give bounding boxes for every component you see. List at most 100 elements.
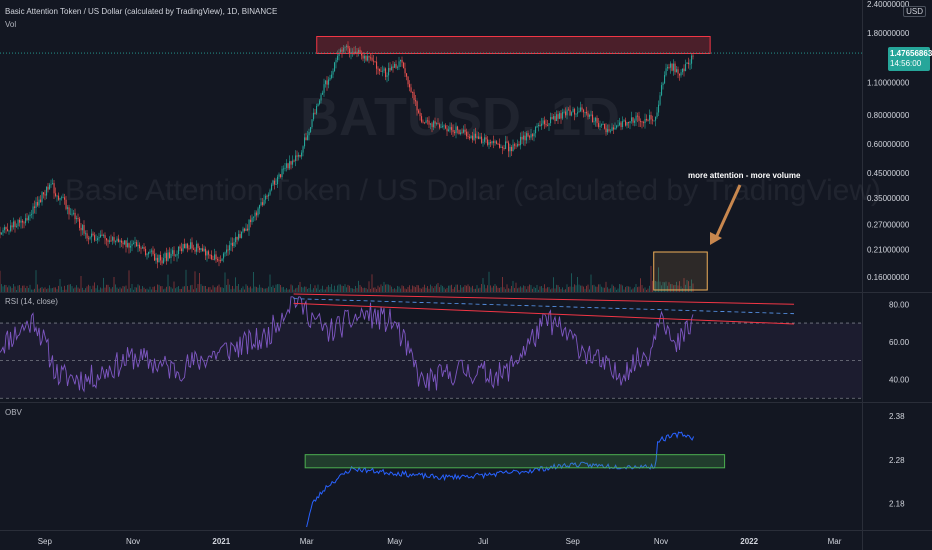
candle-body [335, 59, 337, 63]
candle-body [688, 62, 690, 65]
volume-bar [505, 289, 506, 292]
candle-body [20, 220, 22, 223]
volume-bar [629, 286, 631, 292]
volume-bar [559, 287, 560, 292]
volume-bar [473, 288, 475, 292]
currency-button[interactable]: USD [903, 6, 926, 17]
candle-body [565, 111, 567, 116]
volume-bar [251, 288, 253, 292]
volume-bar [176, 287, 178, 292]
annotation-arrow [713, 184, 742, 241]
candle-body [562, 112, 564, 119]
volume-bar [350, 288, 352, 292]
candle-body [529, 136, 531, 138]
volume-bar [95, 288, 97, 292]
volume-bar [133, 289, 134, 292]
volume-bar [199, 273, 200, 292]
volume-bar [665, 281, 667, 292]
volume-bar [233, 288, 235, 292]
candle-body [88, 238, 90, 240]
volume-bar [98, 289, 100, 292]
volume-bar [464, 285, 466, 292]
candle-body [545, 124, 547, 126]
candle-body [199, 247, 201, 250]
volume-bar [46, 289, 47, 292]
volume-bar [461, 287, 463, 292]
volume-bar [287, 289, 289, 292]
candle-body [445, 125, 447, 129]
candle-body [334, 62, 336, 72]
volume-bar [97, 285, 98, 292]
candle-body [596, 117, 598, 124]
volume-bar [130, 288, 131, 292]
volume-bar [38, 288, 40, 292]
volume-bar [149, 286, 151, 292]
candle-body [206, 251, 208, 256]
candle-body [76, 218, 78, 220]
volume-bar [563, 289, 565, 292]
volume-bar [197, 284, 199, 292]
volume-bar [295, 288, 296, 292]
volume-bar [320, 288, 322, 292]
candle-body [29, 214, 31, 217]
candle-body [209, 254, 211, 256]
candle-body [182, 244, 184, 252]
candle-body [538, 125, 540, 127]
volume-bar [632, 288, 634, 292]
obv-label: OBV [5, 408, 22, 417]
volume-bar [76, 285, 77, 292]
candle-body [476, 136, 478, 138]
candle-body [160, 255, 162, 261]
candle-body [481, 136, 483, 143]
volume-bar [445, 289, 446, 292]
volume-bar [211, 289, 212, 292]
volume-bar [226, 284, 227, 292]
candle-body [491, 141, 493, 144]
candle-body [265, 195, 267, 200]
volume-bar [236, 286, 238, 292]
candle-body [253, 216, 255, 218]
candle-body [307, 135, 309, 141]
candle-body [32, 206, 34, 214]
candle-body [13, 221, 15, 228]
candle-body [244, 228, 246, 231]
candle-body [440, 126, 442, 128]
volume-bar [301, 286, 302, 292]
current-price: 1.47656863 [890, 49, 932, 58]
candle-body [623, 120, 625, 122]
candle-body [19, 219, 21, 223]
candle-body [355, 51, 357, 54]
candle-body [154, 253, 156, 261]
candle-body [628, 122, 630, 124]
candle-body [313, 112, 315, 120]
volume-bar [409, 285, 410, 292]
volume-bar [418, 285, 419, 292]
volume-bar [67, 285, 68, 292]
volume-bar [484, 284, 485, 292]
candle-body [4, 227, 6, 231]
candle-body [502, 147, 504, 149]
volume-bar [524, 286, 526, 292]
current-price-badge: 1.47656863 14:56:00 [888, 47, 932, 71]
candle-body [80, 227, 82, 231]
candle-body [536, 126, 538, 127]
volume-bar [673, 285, 674, 292]
volume-bar [278, 284, 280, 292]
candle-body [10, 225, 12, 231]
time-axis-label: Nov [654, 537, 668, 546]
volume-bar [365, 288, 367, 292]
volume-bar [341, 285, 343, 292]
candle-body [250, 219, 252, 223]
candle-body [425, 120, 427, 123]
candle-body [652, 119, 654, 121]
candle-body [35, 202, 37, 208]
candle-body [196, 243, 198, 252]
volume-bar [136, 287, 137, 292]
candle-body [659, 95, 661, 105]
candle-body [380, 71, 382, 72]
volume-bar [562, 287, 563, 292]
candle-body [277, 176, 279, 185]
volume-bar [92, 285, 94, 292]
candle-body [49, 184, 51, 190]
